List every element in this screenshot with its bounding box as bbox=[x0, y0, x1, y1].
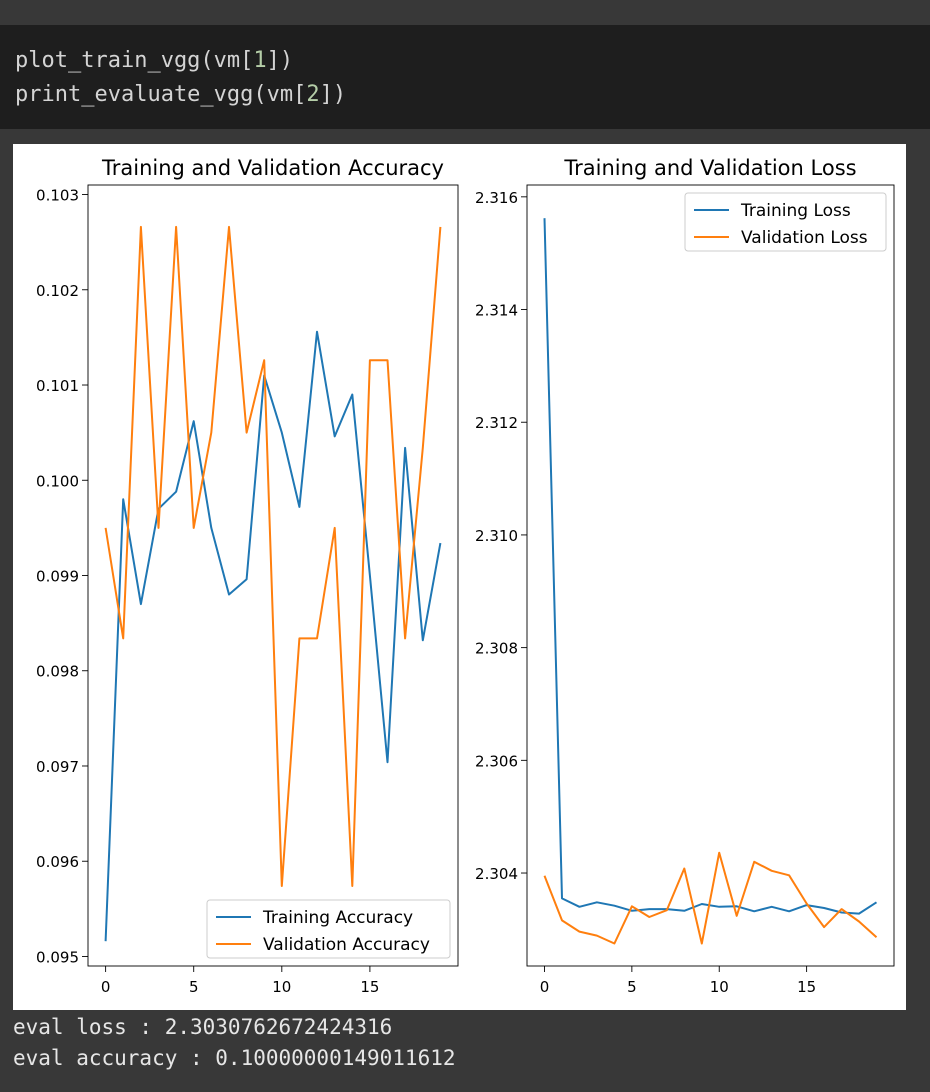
code-cell[interactable]: plot_train_vgg(vm[1]) print_evaluate_vgg… bbox=[0, 25, 930, 129]
x-tick-label: 15 bbox=[360, 978, 379, 996]
code-line-2-num: 2 bbox=[306, 82, 320, 107]
y-tick-label: 0.095 bbox=[36, 948, 79, 966]
x-tick-label: 0 bbox=[101, 978, 111, 996]
x-tick-label: 15 bbox=[797, 978, 816, 996]
legend-label: Validation Accuracy bbox=[263, 935, 430, 955]
chart-title: Training and Validation Loss bbox=[563, 156, 856, 180]
chart-2: Training and Validation Loss 2.304 2.306 2.… bbox=[475, 156, 895, 996]
legend-label: Validation Loss bbox=[741, 228, 868, 248]
y-tick-label: 0.096 bbox=[36, 853, 79, 871]
series-line-1 bbox=[104, 330, 442, 942]
y-tick-label: 0.100 bbox=[36, 472, 79, 490]
x-tick-label: 0 bbox=[540, 978, 550, 996]
x-tick-label: 5 bbox=[627, 978, 637, 996]
chart-1: Training and Validation Accuracy 0.095 0.0… bbox=[36, 156, 459, 996]
chart-title: Training and Validation Accuracy bbox=[101, 156, 444, 180]
x-tick-label: 5 bbox=[189, 978, 199, 996]
series-line-2 bbox=[104, 225, 442, 887]
series-line-2 bbox=[543, 851, 878, 945]
legend-label: Training Loss bbox=[740, 201, 851, 221]
legend: Training Accuracy Validation Accuracy bbox=[206, 899, 451, 959]
code-line-1-num: 1 bbox=[253, 48, 267, 73]
y-tick-label: 0.099 bbox=[36, 568, 79, 586]
code-line-1-suffix: ]) bbox=[266, 48, 294, 73]
axes-frame bbox=[87, 184, 459, 967]
x-tick-label: 10 bbox=[272, 978, 291, 996]
legend-box bbox=[684, 192, 887, 252]
y-tick-label: 0.097 bbox=[36, 758, 79, 776]
y-tick-label: 2.314 bbox=[475, 302, 518, 320]
plot-output: Training and Validation Accuracy 0.095 0.0… bbox=[13, 144, 906, 1010]
y-tick-label: 2.312 bbox=[475, 414, 518, 432]
y-tick-label: 2.316 bbox=[475, 189, 518, 207]
y-tick-label: 2.306 bbox=[475, 752, 518, 770]
x-tick-label: 10 bbox=[710, 978, 729, 996]
y-tick-label: 0.103 bbox=[36, 187, 79, 205]
legend-box bbox=[206, 899, 451, 959]
code-line-1-prefix: plot_train_vgg(vm[ bbox=[15, 48, 254, 73]
code-line-2: print_evaluate_vgg(vm[2]) bbox=[15, 82, 346, 108]
y-tick-label: 2.308 bbox=[475, 640, 518, 658]
figure-svg: Training and Validation Accuracy 0.095 0.0… bbox=[36, 156, 895, 996]
y-tick-label: 0.102 bbox=[36, 282, 79, 300]
y-tick-label: 0.098 bbox=[36, 663, 79, 681]
legend: Training Loss Validation Loss bbox=[684, 192, 887, 252]
code-line-2-prefix: print_evaluate_vgg(vm[ bbox=[15, 82, 307, 107]
legend-label: Training Accuracy bbox=[262, 908, 413, 928]
eval-loss-text: eval loss : 2.3030762672424316 bbox=[13, 1015, 393, 1039]
y-tick-label: 0.101 bbox=[36, 377, 79, 395]
top-bar bbox=[0, 0, 930, 25]
eval-accuracy-text: eval accuracy : 0.10000000149011612 bbox=[13, 1046, 456, 1070]
y-tick-label: 2.310 bbox=[475, 527, 518, 545]
y-tick-label: 2.304 bbox=[475, 865, 518, 883]
code-line-2-suffix: ]) bbox=[319, 82, 347, 107]
series-line-1 bbox=[543, 218, 878, 915]
axes-frame bbox=[526, 184, 895, 967]
code-line-1: plot_train_vgg(vm[1]) bbox=[15, 48, 293, 74]
